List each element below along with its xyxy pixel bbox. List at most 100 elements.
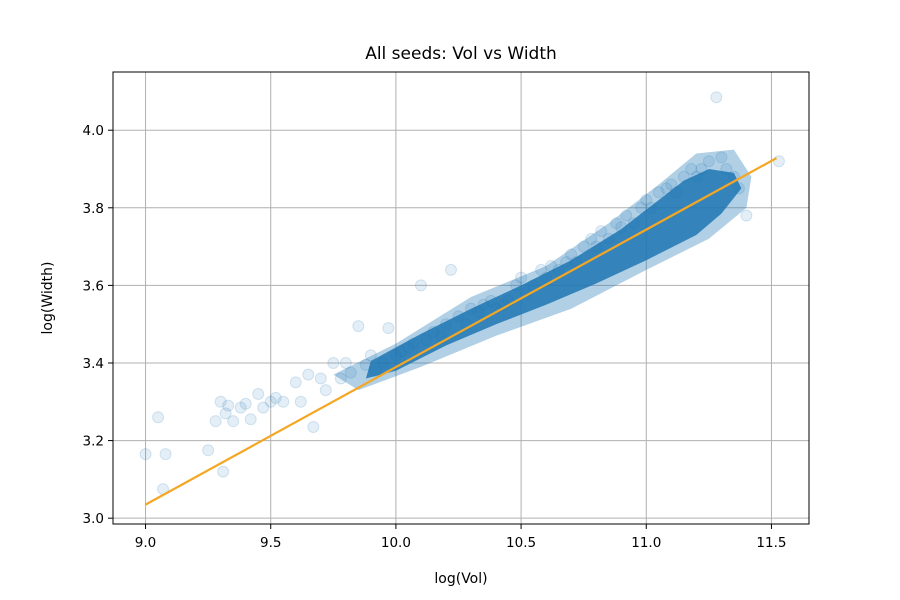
- x-tick-label: 9.5: [260, 535, 281, 551]
- scatter-point: [665, 178, 678, 191]
- scatter-point: [402, 341, 415, 354]
- scatter-point: [264, 395, 277, 408]
- scatter-point: [677, 170, 690, 183]
- scatter-point: [227, 415, 240, 428]
- chart-title: All seeds: Vol vs Width: [365, 44, 557, 64]
- y-tick-label: 3.8: [83, 201, 104, 217]
- scatter-point: [740, 209, 753, 222]
- scatter-point: [359, 358, 372, 371]
- scatter-point: [439, 318, 452, 331]
- scatter-point: [577, 240, 590, 253]
- scatter-point: [302, 368, 315, 381]
- scatter-point: [319, 384, 332, 397]
- scatter-point: [414, 279, 427, 292]
- y-axis-ticks: 3.0 3.2 3.4 3.6 3.8 4.0: [83, 123, 113, 527]
- scatter-point: [352, 320, 365, 333]
- x-tick-label: 11.5: [756, 535, 786, 551]
- scatter-point: [382, 322, 395, 335]
- scatter-point: [234, 401, 247, 414]
- scatter-point: [269, 391, 282, 404]
- scatter-point: [465, 302, 478, 315]
- scatter-point: [515, 271, 528, 284]
- scatter-point: [407, 337, 420, 350]
- scatter-point: [252, 388, 265, 401]
- fit-line-group: [145, 157, 777, 506]
- scatter-point: [627, 217, 640, 230]
- scatter-point: [772, 155, 785, 168]
- scatter-point: [690, 170, 703, 183]
- point-cloud-halo: [333, 149, 752, 391]
- scatter-point: [702, 155, 715, 168]
- scatter-point: [710, 91, 723, 104]
- scatter-point: [595, 225, 608, 238]
- scatter-point: [565, 248, 578, 261]
- scatter-point: [152, 411, 165, 424]
- x-tick-label: 10.5: [506, 535, 536, 551]
- scatter-point: [217, 465, 230, 478]
- scatter-point: [394, 345, 407, 358]
- scatter-point: [660, 182, 673, 195]
- scatter-point: [419, 333, 432, 346]
- scatter-point: [652, 186, 665, 199]
- scatter-point: [427, 325, 440, 338]
- y-tick-label: 3.4: [83, 356, 104, 372]
- scatter-point: [214, 395, 227, 408]
- scatter-point: [535, 263, 548, 276]
- y-tick-label: 4.0: [83, 123, 104, 139]
- x-tick-label: 9.0: [135, 535, 156, 551]
- scatter-point: [294, 395, 307, 408]
- scatter-point: [545, 259, 558, 272]
- scatter-point: [540, 271, 553, 284]
- scatter-point: [364, 349, 377, 362]
- scatter-point: [314, 372, 327, 385]
- scatter-point: [510, 279, 523, 292]
- scatter-point: [334, 372, 347, 385]
- scatter-point: [715, 151, 728, 164]
- scatter-point: [552, 263, 565, 276]
- scatter-point: [620, 209, 633, 222]
- scatter-point: [585, 232, 598, 245]
- x-tick-label: 10.0: [381, 535, 411, 551]
- scatter-point: [277, 395, 290, 408]
- scatter-point: [389, 349, 402, 362]
- x-axis-ticks: 9.0 9.5 10.0 10.5 11.0 11.5: [135, 524, 786, 551]
- scatter-point: [369, 364, 382, 377]
- scatter-point: [602, 232, 615, 245]
- x-tick-label: 11.0: [631, 535, 661, 551]
- scatter-points: [139, 91, 785, 496]
- scatter-point: [339, 356, 352, 369]
- scatter-point: [139, 448, 152, 461]
- scatter-point: [635, 201, 648, 214]
- scatter-point: [477, 298, 490, 311]
- grid-lines: [113, 72, 809, 524]
- x-axis-label: log(Vol): [434, 571, 487, 587]
- scatter-point: [472, 306, 485, 319]
- y-tick-label: 3.0: [83, 511, 104, 527]
- scatter-point: [222, 399, 235, 412]
- scatter-point: [590, 240, 603, 253]
- y-tick-label: 3.6: [83, 278, 104, 294]
- scatter-point: [615, 221, 628, 234]
- scatter-point: [327, 356, 340, 369]
- scatter-point: [377, 356, 390, 369]
- y-axis-label: log(Width): [40, 262, 56, 335]
- plot-frame: [112, 71, 810, 525]
- scatter-point: [645, 201, 658, 214]
- scatter-point: [209, 415, 222, 428]
- scatter-point: [695, 162, 708, 175]
- scatter-point: [452, 310, 465, 323]
- scatter-point: [202, 444, 215, 457]
- fit-line: [145, 157, 777, 506]
- scatter-point: [732, 182, 745, 195]
- scatter-point: [219, 407, 232, 420]
- scatter-point: [560, 256, 573, 269]
- scatter-point: [289, 376, 302, 389]
- scatter-point: [257, 401, 270, 414]
- scatter-point: [159, 448, 172, 461]
- y-tick-label: 3.2: [83, 434, 104, 450]
- scatter-point: [610, 217, 623, 230]
- dense-point-cloud: [365, 169, 742, 379]
- scatter-point: [720, 162, 733, 175]
